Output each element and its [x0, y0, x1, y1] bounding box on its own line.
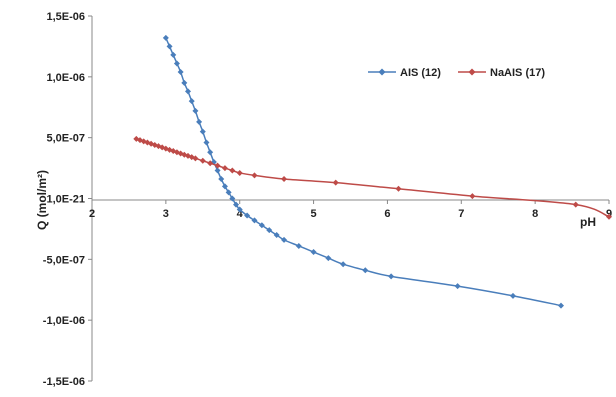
series-1-point	[266, 227, 273, 234]
series-1-point	[229, 195, 236, 202]
series-1-point	[310, 249, 317, 256]
series-2-point	[395, 185, 402, 192]
series-2-point	[251, 172, 258, 179]
y-tick-label: -1,0E-06	[43, 315, 85, 327]
x-tick-label: 3	[163, 208, 169, 220]
series-1-point	[557, 302, 564, 309]
y-axis-title: Q (mol/m²)	[35, 170, 49, 230]
series-1-point	[233, 201, 240, 208]
series-1-point	[166, 43, 173, 50]
series-line-2	[136, 138, 610, 218]
x-tick-label: 2	[89, 208, 95, 220]
y-tick-label: -1,5E-06	[43, 376, 85, 388]
x-tick-label: 5	[311, 208, 317, 220]
series-1-point	[325, 255, 332, 262]
series-2-point	[214, 162, 221, 169]
series-2-point	[572, 201, 579, 208]
series-1-point	[509, 292, 516, 299]
legend-marker-1	[378, 68, 386, 76]
y-tick-label: 1,5E-06	[46, 11, 85, 23]
series-1-point	[192, 107, 199, 114]
x-axis-title: pH	[580, 215, 596, 229]
y-tick-label: -5,0E-07	[43, 254, 85, 266]
series-2-point	[281, 176, 288, 183]
y-tick-label: 1,0E-21	[46, 194, 85, 206]
series-2-point	[606, 213, 612, 220]
x-tick-label: 4	[237, 208, 244, 220]
series-1-point	[258, 222, 265, 229]
y-tick-label: 5,0E-07	[46, 133, 85, 145]
series-1-point	[203, 139, 210, 146]
x-tick-label: 7	[458, 208, 464, 220]
series-1-point	[199, 128, 206, 135]
series-1-point	[218, 176, 225, 183]
series-1-point	[214, 167, 221, 174]
series-2-point	[199, 157, 206, 164]
series-1-point	[225, 189, 232, 196]
series-1-point	[388, 273, 395, 280]
series-1-point	[170, 51, 177, 58]
series-2-point	[192, 155, 199, 162]
x-tick-label: 6	[384, 208, 390, 220]
series-1-point	[362, 267, 369, 274]
y-tick-label: 1,0E-06	[46, 72, 85, 84]
series-1-point	[281, 236, 288, 243]
series-2-point	[207, 160, 214, 167]
series-1-point	[454, 283, 461, 290]
series-2-point	[221, 165, 228, 172]
series-1-point	[181, 79, 188, 86]
series-1-point	[188, 98, 195, 105]
series-1-point	[207, 149, 214, 156]
series-1-point	[196, 118, 203, 125]
legend-marker-2	[468, 68, 476, 76]
series-1-point	[295, 242, 302, 249]
series-2-point	[469, 193, 476, 200]
x-tick-label: 8	[532, 208, 538, 220]
series-1-point	[340, 261, 347, 268]
series-2-point	[332, 179, 339, 186]
series-1-point	[273, 232, 280, 238]
series-1-point	[185, 88, 192, 95]
series-1-point	[221, 183, 228, 190]
series-2-point	[229, 167, 236, 174]
series-1-point	[236, 206, 243, 213]
series-2-point	[236, 169, 243, 176]
series-1-point	[173, 60, 180, 67]
series-1-point	[251, 217, 258, 224]
series-1-point	[162, 34, 169, 41]
series-1-point	[244, 212, 251, 219]
legend-label-2: NaAIS (17)	[490, 67, 545, 79]
legend-label-1: AIS (12)	[400, 67, 441, 79]
series-1-point	[177, 68, 184, 75]
